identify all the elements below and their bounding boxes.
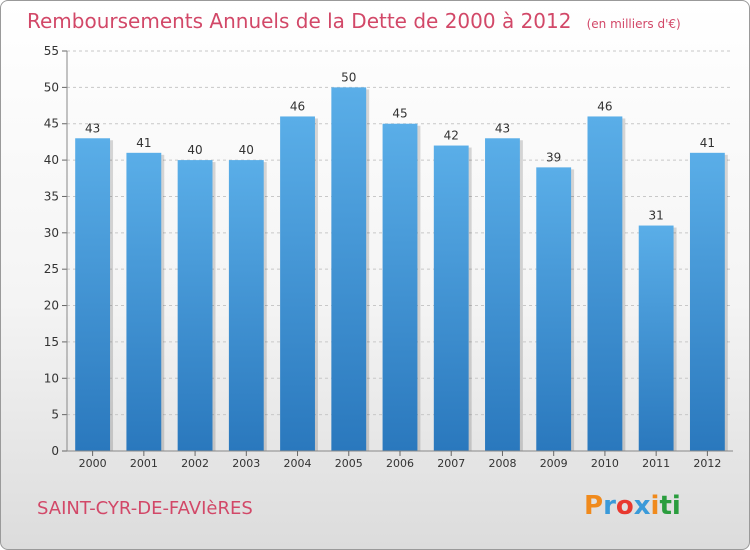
bar-value-label: 41 bbox=[700, 136, 715, 150]
y-tick-label: 10 bbox=[44, 371, 59, 385]
bar-value-label: 45 bbox=[392, 107, 407, 121]
bar bbox=[689, 152, 725, 451]
bar bbox=[331, 87, 367, 451]
x-tick-label: 2006 bbox=[386, 457, 414, 470]
y-tick-label: 45 bbox=[44, 117, 59, 131]
y-tick-label: 40 bbox=[44, 153, 59, 167]
chart-unit: (en milliers d'€) bbox=[586, 17, 681, 31]
y-tick-label: 55 bbox=[44, 44, 59, 58]
bar bbox=[433, 145, 469, 451]
proxiti-logo: Proxiti bbox=[584, 491, 681, 521]
x-tick-label: 2008 bbox=[488, 457, 516, 470]
chart-title: Remboursements Annuels de la Dette de 20… bbox=[27, 9, 572, 33]
bar-value-label: 39 bbox=[546, 150, 561, 164]
x-tick-label: 2011 bbox=[642, 457, 670, 470]
bar bbox=[280, 116, 315, 452]
x-tick-label: 2009 bbox=[540, 457, 568, 470]
bar bbox=[587, 116, 623, 452]
chart-title-row: Remboursements Annuels de la Dette de 20… bbox=[27, 9, 681, 33]
bar-value-label: 41 bbox=[136, 136, 151, 150]
bar-value-label: 31 bbox=[649, 209, 664, 223]
bar-value-label: 46 bbox=[290, 99, 305, 113]
bar bbox=[177, 160, 213, 451]
logo-letter: i bbox=[671, 491, 681, 521]
x-tick-label: 2012 bbox=[693, 457, 721, 470]
bar bbox=[536, 167, 572, 451]
bars: 43 41 40 40 46 50 45 42 43 39 46 31 41 bbox=[75, 70, 728, 452]
bar-value-label: 40 bbox=[187, 143, 202, 157]
x-tick-label: 2002 bbox=[181, 457, 209, 470]
axes: 0 5 10 15 20 25 30 35 40 45 50 55 2000 2001 2002 2003 20… bbox=[44, 44, 733, 470]
logo-letter: r bbox=[603, 491, 616, 521]
bar bbox=[638, 225, 674, 451]
x-tick-label: 2003 bbox=[232, 457, 260, 470]
x-tick-label: 2007 bbox=[437, 457, 465, 470]
y-tick-label: 50 bbox=[44, 80, 59, 94]
y-tick-label: 5 bbox=[51, 408, 59, 422]
y-tick-label: 25 bbox=[44, 262, 59, 276]
x-tick-label: 2000 bbox=[79, 457, 107, 470]
bar bbox=[75, 138, 111, 452]
y-tick-label: 20 bbox=[44, 299, 59, 313]
y-tick-label: 35 bbox=[44, 189, 59, 203]
bar-value-label: 50 bbox=[341, 70, 356, 84]
logo-letter: i bbox=[650, 491, 660, 521]
bar-value-label: 42 bbox=[444, 129, 459, 143]
bar bbox=[485, 138, 520, 452]
y-tick-label: 30 bbox=[44, 226, 59, 240]
x-tick-label: 2010 bbox=[591, 457, 619, 470]
bar bbox=[382, 123, 418, 452]
bar bbox=[228, 160, 264, 451]
bar-value-label: 43 bbox=[85, 121, 100, 135]
x-tick-label: 2001 bbox=[130, 457, 158, 470]
bar-value-label: 43 bbox=[495, 121, 510, 135]
bar-value-label: 40 bbox=[239, 143, 254, 157]
commune-name: SAINT-CYR-DE-FAVIèRES bbox=[37, 498, 253, 519]
y-tick-label: 0 bbox=[51, 444, 59, 458]
logo-letter: x bbox=[633, 491, 651, 521]
bar-value-label: 46 bbox=[597, 99, 612, 113]
x-tick-label: 2004 bbox=[284, 457, 312, 470]
logo-letter: P bbox=[584, 491, 604, 521]
logo-letter: o bbox=[615, 491, 634, 521]
y-tick-label: 15 bbox=[44, 335, 59, 349]
bar bbox=[126, 152, 162, 451]
x-tick-label: 2005 bbox=[335, 457, 363, 470]
logo-letter: t bbox=[659, 491, 672, 521]
